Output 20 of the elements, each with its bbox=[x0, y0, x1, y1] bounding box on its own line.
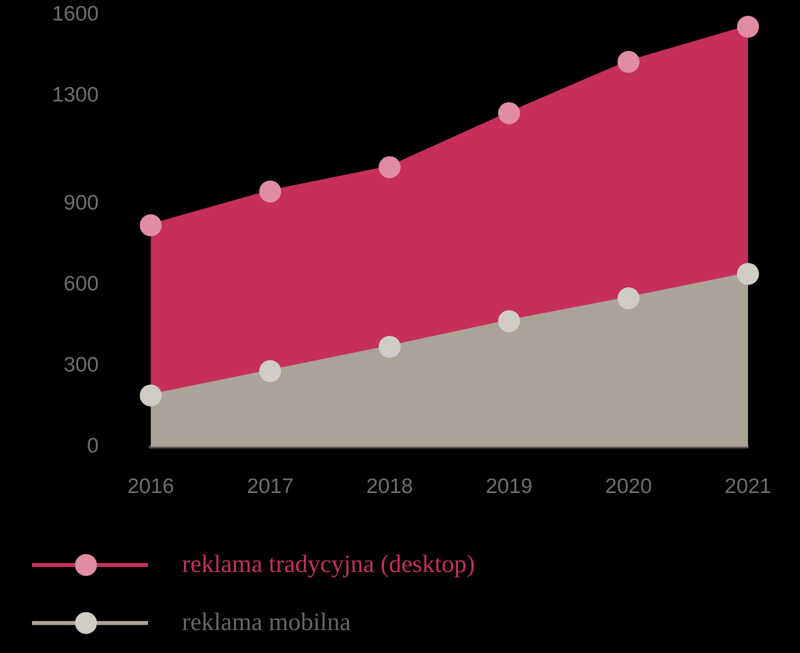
x-tick-label: 2021 bbox=[724, 475, 772, 498]
legend-label: reklama mobilna bbox=[182, 609, 351, 637]
point bbox=[618, 287, 640, 310]
y-tick-label: 900 bbox=[64, 191, 99, 214]
y-tick-label: 300 bbox=[64, 354, 99, 377]
x-tick-label: 2016 bbox=[127, 475, 174, 498]
y-tick-label: 0 bbox=[87, 434, 99, 458]
point bbox=[259, 360, 282, 382]
point bbox=[737, 262, 759, 285]
y-tick-label: 1300 bbox=[52, 83, 99, 106]
point bbox=[498, 310, 520, 332]
x-tick-label: 2018 bbox=[366, 475, 413, 498]
x-tick-label: 2020 bbox=[605, 475, 652, 498]
y-tick-label: 1600 bbox=[52, 2, 99, 26]
x-tick-label: 2017 bbox=[246, 475, 294, 498]
y-tick-label: 600 bbox=[64, 272, 99, 296]
x-tick-label: 2019 bbox=[486, 475, 532, 498]
point bbox=[140, 384, 162, 406]
legend-label: reklama tradycyjna (desktop) bbox=[182, 551, 475, 579]
point bbox=[378, 336, 401, 358]
